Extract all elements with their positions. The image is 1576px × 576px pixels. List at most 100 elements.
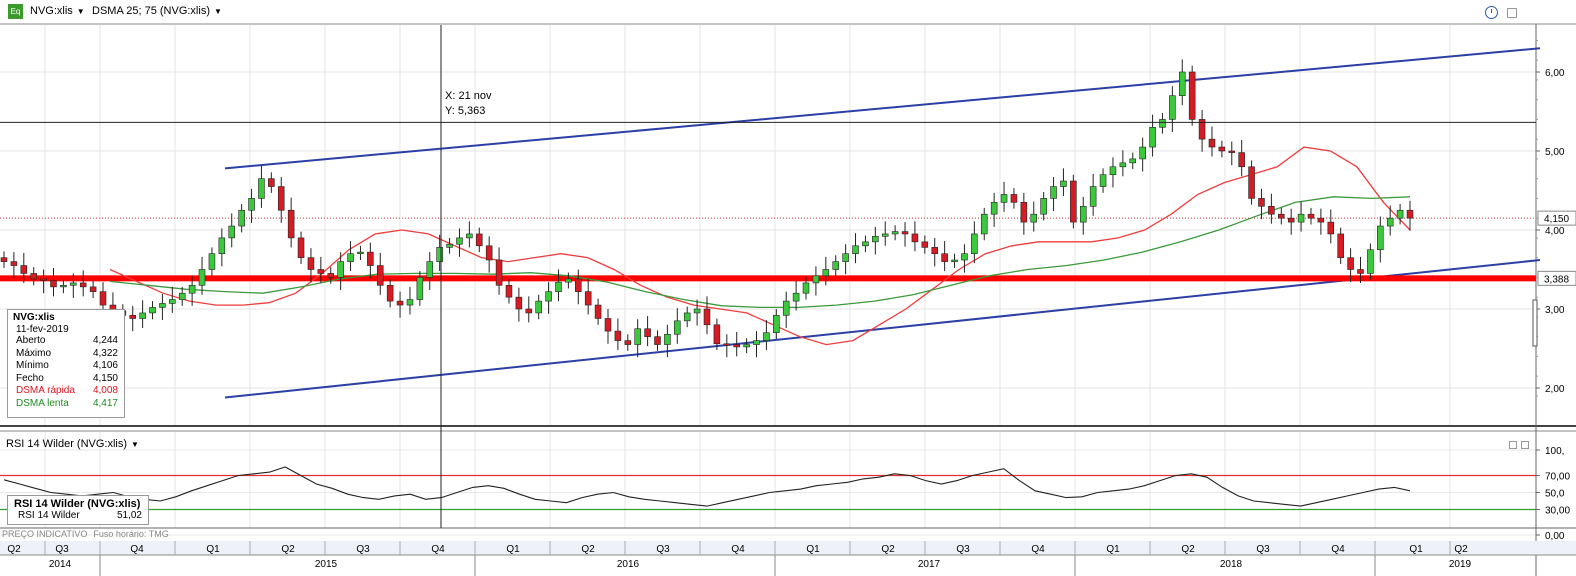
candle-body (1377, 225, 1384, 251)
quarter-label: Q2 (881, 544, 895, 555)
candle-body (1198, 119, 1206, 140)
candle-body (683, 312, 691, 322)
candle-body (1060, 180, 1067, 187)
candle-body (802, 282, 810, 294)
rsi-line (3, 466, 1411, 507)
rsi-box-row: RSI 14 Wilder 51,02 (8, 510, 148, 521)
moving-averages (109, 146, 1411, 346)
ohlc-row-label: DSMA lenta (16, 397, 69, 409)
candle-body (485, 245, 493, 261)
crosshair-y-label: Y: 5,363 (445, 105, 486, 117)
candle-body (931, 247, 939, 255)
ohlc-row-value: 4,106 (92, 360, 118, 372)
ohlc-rows: Aberto 4,244 Máximo 4,322 Mínimo 4,106 Fecho 4,… (8, 335, 124, 411)
candle-body (1406, 209, 1414, 219)
candle-body (555, 281, 562, 292)
symbol-label: NVG:xlis (30, 5, 73, 17)
candle-body (347, 253, 354, 262)
ohlc-row-value: 4,008 (92, 385, 118, 397)
quarter-label: Q4 (130, 544, 144, 555)
candle-body (30, 273, 37, 280)
candle-body (60, 284, 67, 288)
rsi-gridlines (0, 432, 1536, 536)
quarter-label: Q2 (281, 544, 295, 555)
rsi-panel-title[interactable]: RSI 14 Wilder (NVG:xlis) ▼ (6, 438, 139, 450)
candle-body (703, 308, 711, 326)
ohlc-row: Máximo 4,322 (8, 348, 124, 361)
indicator-dropdown[interactable]: DSMA 25; 75 (NVG:xlis) ▼ (92, 5, 222, 17)
panel-restore-icon[interactable] (1509, 441, 1517, 449)
quarter-label: Q3 (656, 544, 670, 555)
candle-body (70, 282, 77, 286)
candle-body (1050, 186, 1057, 199)
quarter-label: Q1 (506, 544, 520, 555)
candle-body (1149, 127, 1156, 148)
candle-body (367, 251, 374, 266)
ohlc-row-value: 4,244 (92, 335, 118, 346)
candle-body (386, 284, 394, 302)
ohlc-row-value: 4,322 (92, 347, 118, 359)
panel-close-icon[interactable] (1521, 441, 1529, 449)
candle-body (357, 251, 364, 254)
candle-body (822, 269, 830, 277)
quarter-label: Q3 (956, 544, 970, 555)
rsi-series (3, 466, 1411, 507)
y-tick-label: 3,00 (1545, 305, 1565, 316)
candle-body (1000, 194, 1008, 203)
candle-body (337, 261, 344, 278)
candle-body (1396, 209, 1404, 219)
candle-body (0, 257, 8, 262)
y-tick-label: 6,00 (1545, 68, 1565, 79)
window-restore-icon[interactable] (1507, 8, 1517, 18)
candle-body (277, 186, 285, 211)
candle-body (733, 344, 740, 348)
clock-icon[interactable] (1485, 6, 1498, 19)
candle-body (307, 257, 315, 270)
candle-body (852, 245, 859, 255)
candle-body (753, 340, 760, 345)
quarter-label: Q2 (7, 544, 21, 555)
ohlc-row: DSMA lenta 4,417 (8, 398, 124, 411)
ohlc-row: DSMA rápida 4,008 (8, 385, 124, 398)
candle-body (1099, 174, 1107, 187)
candle-body (990, 202, 998, 215)
equity-icon[interactable]: Eq (8, 4, 23, 19)
candle-body (1357, 269, 1364, 274)
candle-body (1327, 221, 1335, 235)
candlesticks (0, 59, 1414, 358)
support-price-label: 3,388 (1544, 274, 1569, 285)
y-tick-label: 5,00 (1545, 147, 1565, 158)
candle-body (436, 247, 443, 262)
candle-body (40, 278, 47, 281)
symbol-dropdown[interactable]: NVG:xlis ▼ (30, 5, 85, 17)
candle-body (1258, 198, 1265, 207)
candle-body (89, 286, 97, 292)
candle-body (1337, 233, 1344, 258)
candle-body (891, 231, 899, 235)
candle-body (79, 282, 87, 288)
candle-body (604, 318, 612, 332)
quarter-label: Q4 (1331, 544, 1345, 555)
quarter-label: Q1 (1106, 544, 1120, 555)
candle-body (782, 300, 790, 316)
candle-body (792, 292, 800, 302)
rsi-box-label: RSI 14 Wilder (18, 510, 80, 521)
ohlc-row: Aberto 4,244 (8, 335, 124, 348)
candle-body (565, 278, 572, 283)
ohlc-title: NVG:xlis (13, 312, 55, 323)
candle-body (832, 261, 839, 270)
candle-body (188, 284, 196, 294)
candle-body (475, 233, 483, 247)
candle-body (1367, 249, 1374, 274)
candle-body (208, 253, 216, 270)
quarter-label: Q1 (206, 544, 220, 555)
toolbar: Eq NVG:xlis ▼ DSMA 25; 75 (NVG:xlis) ▼ (0, 0, 1576, 24)
ohlc-date: 11-fev-2019 (16, 324, 69, 335)
candle-body (159, 303, 166, 308)
candle-body (1287, 217, 1295, 223)
candle-body (1079, 206, 1087, 223)
candle-body (812, 275, 820, 284)
candle-body (1159, 119, 1166, 128)
ohlc-info-box: NVG:xlis 11-fev-2019 Aberto 4,244 Máximo 4,… (7, 309, 125, 418)
